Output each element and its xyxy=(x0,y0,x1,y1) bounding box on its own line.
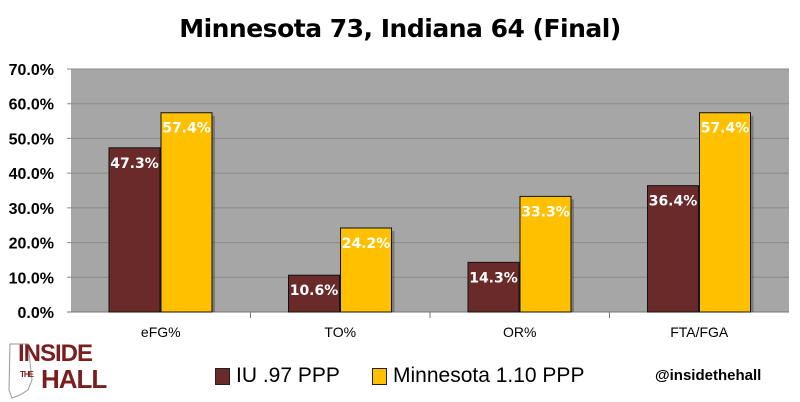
data-label: 24.2% xyxy=(342,236,391,252)
x-tick-label: TO% xyxy=(324,324,356,340)
data-label: 10.6% xyxy=(290,283,339,299)
chart-title: Minnesota 73, Indiana 64 (Final) xyxy=(179,14,621,43)
x-tick-label: OR% xyxy=(503,324,536,340)
y-tick-label: 70.0% xyxy=(9,62,54,79)
bar-minnesota xyxy=(340,227,392,313)
logo-text-inside: INSIDE xyxy=(18,340,93,367)
indiana-outline-icon xyxy=(8,343,33,399)
x-tick-label: FTA/FGA xyxy=(670,324,729,340)
legend-item-iu: IU .97 PPP xyxy=(215,364,340,388)
legend-item-minnesota: Minnesota 1.10 PPP xyxy=(372,364,584,388)
logo-text-the: THE xyxy=(20,370,34,379)
twitter-handle: @insidethehall xyxy=(655,367,762,384)
data-label: 47.3% xyxy=(110,156,159,172)
y-tick-label: 20.0% xyxy=(9,236,54,253)
y-tick-label: 50.0% xyxy=(9,131,54,148)
bar-minnesota xyxy=(699,112,751,313)
bar-iu xyxy=(647,185,699,313)
legend-swatch-iu xyxy=(215,367,230,385)
data-label: 14.3% xyxy=(469,270,518,286)
data-label: 57.4% xyxy=(162,121,211,137)
inside-the-hall-logo: INSIDE THE HALL xyxy=(6,340,116,400)
bar-minnesota xyxy=(519,195,572,313)
x-tick-label: eFG% xyxy=(141,324,181,340)
logo-text-hall: HALL xyxy=(41,364,107,394)
y-tick-label: 0.0% xyxy=(18,305,54,322)
bar-iu xyxy=(108,147,161,313)
legend-swatch-minnesota xyxy=(372,367,387,385)
y-tick-label: 60.0% xyxy=(9,97,54,114)
data-label: 36.4% xyxy=(649,194,698,210)
data-label: 33.3% xyxy=(521,204,570,220)
y-tick-label: 10.0% xyxy=(9,270,54,287)
legend-label-minnesota: Minnesota 1.10 PPP xyxy=(393,364,585,387)
legend-label-iu: IU .97 PPP xyxy=(236,364,340,387)
bar-iu xyxy=(288,274,340,313)
y-tick-label: 40.0% xyxy=(9,166,54,183)
bar-iu xyxy=(467,261,520,313)
y-tick-label: 30.0% xyxy=(9,201,54,218)
bar-minnesota xyxy=(160,112,213,313)
data-label: 57.4% xyxy=(701,121,750,137)
